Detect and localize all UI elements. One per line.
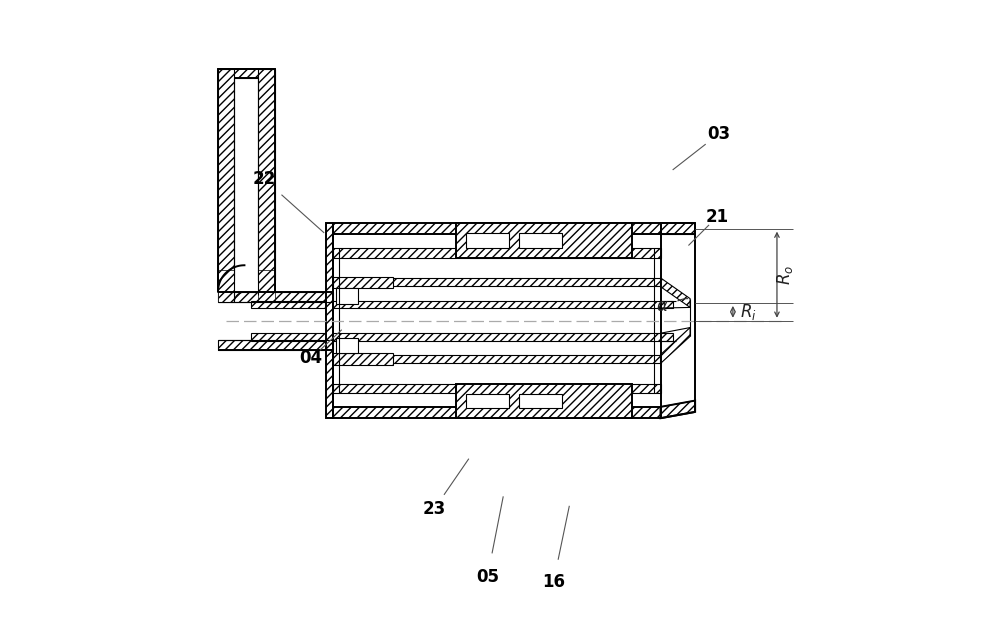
Bar	[218, 271, 234, 302]
Text: 16: 16	[542, 573, 565, 591]
Bar	[456, 223, 632, 258]
Polygon shape	[661, 328, 690, 363]
Bar	[218, 340, 333, 350]
Polygon shape	[661, 223, 695, 234]
Bar	[333, 384, 661, 393]
Bar	[218, 291, 333, 302]
Polygon shape	[661, 278, 690, 307]
Bar	[333, 223, 661, 234]
Bar	[258, 69, 275, 280]
Bar	[333, 355, 661, 363]
Bar	[258, 271, 275, 302]
Text: 05: 05	[476, 568, 499, 586]
Bar	[519, 233, 562, 248]
Bar	[251, 300, 673, 308]
Bar	[333, 248, 661, 258]
Bar	[456, 384, 632, 418]
Text: $R_i$: $R_i$	[740, 302, 757, 322]
Bar	[466, 233, 509, 248]
Text: 21: 21	[706, 208, 729, 226]
Bar	[519, 394, 562, 408]
Bar	[218, 69, 275, 77]
Bar	[466, 394, 509, 408]
Polygon shape	[661, 401, 695, 418]
Text: 23: 23	[422, 500, 446, 519]
Bar	[333, 277, 393, 288]
Bar	[333, 278, 661, 286]
Text: $R_o$: $R_o$	[775, 265, 795, 284]
Bar	[326, 223, 333, 418]
Bar	[333, 354, 393, 364]
Text: 04: 04	[300, 349, 323, 368]
Text: $\alpha$: $\alpha$	[656, 298, 669, 316]
Bar	[251, 333, 673, 341]
Bar	[333, 407, 661, 418]
Text: 03: 03	[707, 124, 731, 143]
Text: 22: 22	[252, 170, 276, 188]
Bar	[336, 288, 358, 304]
Bar	[336, 338, 358, 354]
Bar	[218, 69, 234, 280]
